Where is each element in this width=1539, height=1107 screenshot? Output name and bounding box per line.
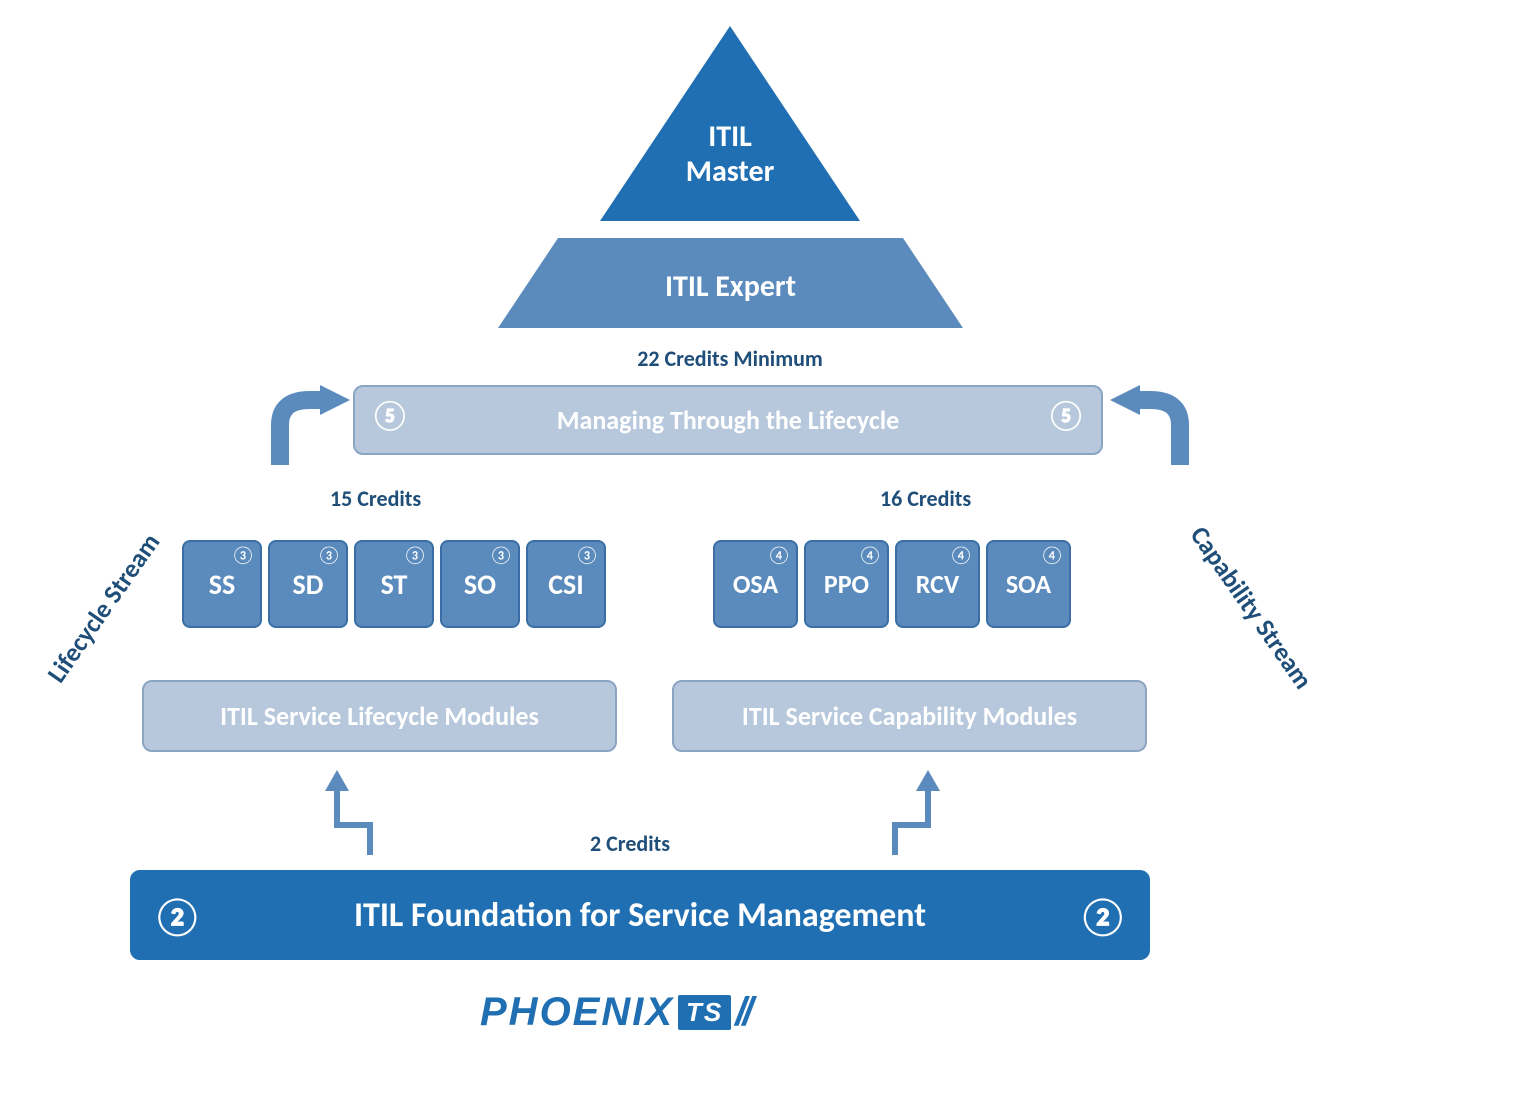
capability-module-soa: ④SOA <box>986 540 1071 628</box>
master-line2: Master <box>600 155 860 190</box>
mtl-badge-left: ⑤ <box>370 397 410 434</box>
capability-module-rcv: ④RCV <box>895 540 980 628</box>
lifecycle-modules-box-label: ITIL Service Lifecycle Modules <box>220 700 539 732</box>
module-label: CSI <box>548 567 584 602</box>
module-label: SO <box>464 567 496 602</box>
lifecycle-stream-label: Lifecycle Stream <box>40 527 166 688</box>
module-label: RCV <box>916 568 960 600</box>
module-label: ST <box>381 567 408 602</box>
capability-module-ppo: ④PPO <box>804 540 889 628</box>
capability-modules-box: ITIL Service Capability Modules <box>672 680 1147 752</box>
arrow-foundation-right <box>880 765 960 865</box>
capability-modules-row: ④OSA④PPO④RCV④SOA <box>713 540 1071 628</box>
module-label: SS <box>209 567 235 602</box>
mtl-badge-right: ⑤ <box>1046 397 1086 434</box>
left-credits-label: 15 Credits <box>330 485 421 512</box>
module-credit-badge: ③ <box>317 544 341 566</box>
credits-min-label: 22 Credits Minimum <box>530 345 930 372</box>
module-credit-badge: ④ <box>1040 544 1064 566</box>
logo-main: PHOENIX <box>480 990 674 1035</box>
logo-suffix: TS <box>678 995 731 1030</box>
lifecycle-module-csi: ③CSI <box>526 540 606 628</box>
foundation-badge-right: ② <box>1078 894 1128 940</box>
module-credit-badge: ③ <box>231 544 255 566</box>
lifecycle-module-sd: ③SD <box>268 540 348 628</box>
expert-label: ITIL Expert <box>498 268 963 305</box>
module-label: SD <box>293 567 324 602</box>
lifecycle-module-st: ③ST <box>354 540 434 628</box>
diagram-root: ITIL Master ITIL Expert 22 Credits Minim… <box>0 0 1539 1107</box>
lifecycle-modules-box: ITIL Service Lifecycle Modules <box>142 680 617 752</box>
foundation-credits-label: 2 Credits <box>590 830 670 857</box>
mtl-label: Managing Through the Lifecycle <box>557 404 899 436</box>
module-credit-badge: ③ <box>403 544 427 566</box>
lifecycle-modules-row: ③SS③SD③ST③SO③CSI <box>182 540 606 628</box>
triangle-master-label: ITIL Master <box>600 120 860 189</box>
arrow-left-to-mtl <box>260 375 360 475</box>
capability-module-osa: ④OSA <box>713 540 798 628</box>
foundation-label: ITIL Foundation for Service Management <box>354 895 926 936</box>
capability-modules-box-label: ITIL Service Capability Modules <box>742 700 1077 732</box>
lifecycle-module-ss: ③SS <box>182 540 262 628</box>
module-credit-badge: ④ <box>949 544 973 566</box>
brand-logo: PHOENIX TS // <box>480 990 750 1035</box>
capability-stream-label: Capability Stream <box>1184 520 1320 695</box>
module-credit-badge: ③ <box>575 544 599 566</box>
right-credits-label: 16 Credits <box>880 485 971 512</box>
module-label: OSA <box>733 568 778 600</box>
logo-stripes: // <box>735 990 749 1035</box>
module-credit-badge: ④ <box>767 544 791 566</box>
foundation-box: ② ITIL Foundation for Service Management… <box>130 870 1150 960</box>
arrow-right-to-mtl <box>1100 375 1200 475</box>
lifecycle-module-so: ③SO <box>440 540 520 628</box>
module-label: PPO <box>824 568 869 600</box>
module-credit-badge: ④ <box>858 544 882 566</box>
module-label: SOA <box>1006 568 1051 600</box>
arrow-foundation-left <box>310 765 390 865</box>
module-credit-badge: ③ <box>489 544 513 566</box>
master-line1: ITIL <box>600 120 860 155</box>
foundation-badge-left: ② <box>152 894 202 940</box>
mtl-box: ⑤ Managing Through the Lifecycle ⑤ <box>353 385 1103 455</box>
